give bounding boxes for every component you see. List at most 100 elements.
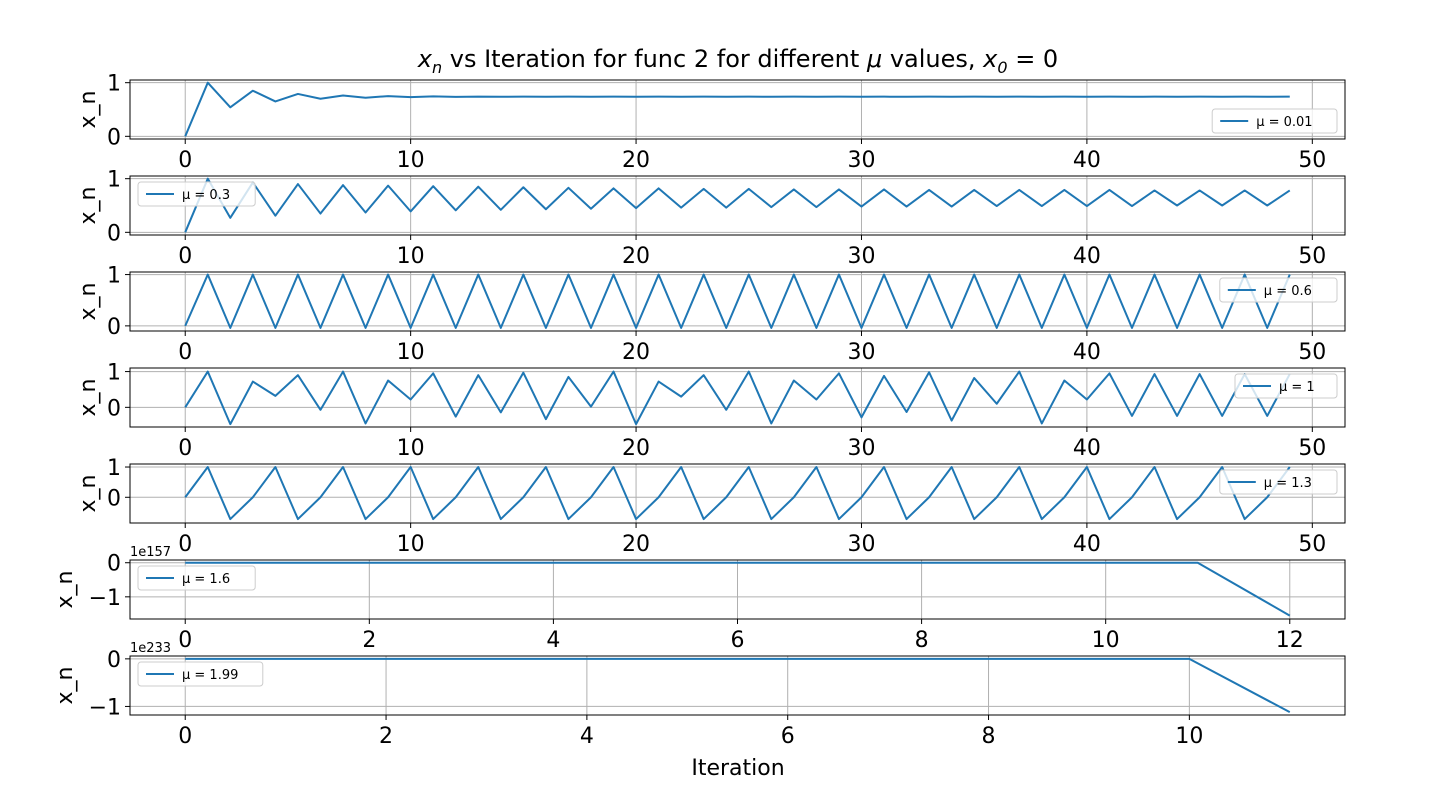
chart-title: xn vs Iteration for func 2 for different… <box>417 45 1058 77</box>
x-tick-label: 40 <box>1073 148 1101 173</box>
legend: μ = 1.99 <box>137 661 264 687</box>
x-tick-label: 10 <box>397 244 425 269</box>
x-tick-label: 8 <box>982 724 996 749</box>
legend-label: μ = 0.01 <box>1256 115 1312 130</box>
axes-frame <box>129 655 1346 716</box>
y-tick-label: 0 <box>107 486 121 511</box>
series-line <box>184 81 1290 137</box>
x-tick-label: 40 <box>1073 340 1101 365</box>
x-tick-label: 0 <box>178 340 192 365</box>
y-offset-text: 1e233 <box>130 641 171 656</box>
x-tick-label: 10 <box>1175 724 1203 749</box>
y-tick-label: 1 <box>107 456 121 481</box>
y-axis-label: x_n <box>76 379 101 417</box>
x-tick-label: 6 <box>731 628 745 653</box>
legend-label: μ = 1.6 <box>182 572 230 587</box>
x-tick-label: 20 <box>622 244 650 269</box>
y-axis-label: x_n <box>53 571 78 609</box>
x-tick-label: 30 <box>847 148 875 173</box>
x-tick-label: 10 <box>397 436 425 461</box>
x-tick-label: 30 <box>847 340 875 365</box>
y-offset-text: 1e157 <box>130 545 171 560</box>
y-tick-label: 1 <box>107 168 121 193</box>
subplot-3: 0 10 20 30 40 50 0 1x_n μ = 0.6 <box>76 264 1346 365</box>
legend-box <box>1219 469 1338 495</box>
y-tick-label: 0 <box>107 125 121 150</box>
y-tick-label: 0 <box>107 648 121 673</box>
x-tick-label: 4 <box>546 628 560 653</box>
x-axis-label: Iteration <box>691 756 784 781</box>
legend-box <box>1219 277 1338 303</box>
x-tick-label: 20 <box>622 532 650 557</box>
legend-label: μ = 0.6 <box>1264 284 1312 299</box>
legend-box <box>137 661 264 687</box>
x-tick-label: 10 <box>397 148 425 173</box>
y-tick-label: 1 <box>107 264 121 289</box>
series-line <box>184 370 1291 426</box>
legend: μ = 1 <box>1234 373 1338 399</box>
legend-box <box>137 565 256 591</box>
y-axis-label: x_n <box>76 187 101 225</box>
y-tick-label: 1 <box>107 72 121 97</box>
y-axis-label: x_n <box>76 475 101 513</box>
x-tick-label: 50 <box>1298 340 1326 365</box>
x-tick-label: 40 <box>1073 244 1101 269</box>
x-tick-label: 8 <box>915 628 929 653</box>
x-tick-label: 0 <box>178 724 192 749</box>
x-tick-label: 40 <box>1073 532 1101 557</box>
legend: μ = 0.01 <box>1211 108 1338 134</box>
y-tick-label: 1 <box>107 361 121 386</box>
y-tick-label: 0 <box>107 396 121 421</box>
series-line <box>184 466 1291 521</box>
y-axis-label: x_n <box>53 667 78 705</box>
x-tick-label: 12 <box>1276 628 1304 653</box>
x-tick-label: 50 <box>1298 244 1326 269</box>
legend: μ = 0.6 <box>1219 277 1338 303</box>
axes-frame <box>129 79 1346 140</box>
legend: μ = 1.6 <box>137 565 256 591</box>
x-tick-label: 0 <box>178 628 192 653</box>
subplot-6: 0 2 4 6 8 10 12 0 −1 x_n 1e157 μ = 1.6 <box>53 545 1346 653</box>
x-tick-label: 6 <box>781 724 795 749</box>
y-tick-label: −1 <box>89 695 121 720</box>
legend: μ = 0.3 <box>137 181 256 207</box>
axes-frame <box>129 175 1346 236</box>
y-tick-label: −1 <box>89 586 121 611</box>
legend-label: μ = 1 <box>1279 380 1315 395</box>
series-line <box>185 657 1291 714</box>
axes-frame <box>129 271 1346 332</box>
x-tick-label: 50 <box>1298 436 1326 461</box>
y-axis-label: x_n <box>76 283 101 321</box>
x-tick-label: 2 <box>379 724 393 749</box>
series-line <box>185 561 1291 617</box>
x-tick-label: 50 <box>1298 148 1326 173</box>
subplot-5: 0 10 20 30 40 50 0 1x_n μ = 1.3 <box>76 456 1346 557</box>
axes-frame <box>129 367 1346 428</box>
legend-box <box>137 181 256 207</box>
subplot-7: 0 2 4 6 8 10 0 −1 x_n 1e233 μ = 1.99 <box>53 641 1346 749</box>
x-tick-label: 0 <box>178 244 192 269</box>
x-tick-label: 0 <box>178 532 192 557</box>
axes-frame <box>129 463 1346 524</box>
y-tick-label: 0 <box>107 315 121 340</box>
x-tick-label: 4 <box>580 724 594 749</box>
legend-label: μ = 1.3 <box>1264 476 1312 491</box>
series-line <box>184 273 1291 329</box>
x-tick-label: 30 <box>847 244 875 269</box>
legend-box <box>1211 108 1338 134</box>
x-tick-label: 20 <box>622 436 650 461</box>
x-tick-label: 30 <box>847 436 875 461</box>
x-tick-label: 2 <box>362 628 376 653</box>
x-tick-label: 20 <box>622 340 650 365</box>
subplot-4: 0 10 20 30 40 50 0 1x_n μ = 1 <box>76 361 1346 461</box>
y-axis-label: x_n <box>76 91 101 129</box>
x-tick-label: 30 <box>847 532 875 557</box>
legend: μ = 1.3 <box>1219 469 1338 495</box>
x-tick-label: 0 <box>178 436 192 461</box>
x-tick-label: 40 <box>1073 436 1101 461</box>
x-tick-label: 10 <box>1092 628 1120 653</box>
legend-label: μ = 0.3 <box>182 188 230 203</box>
series-line <box>184 177 1291 233</box>
